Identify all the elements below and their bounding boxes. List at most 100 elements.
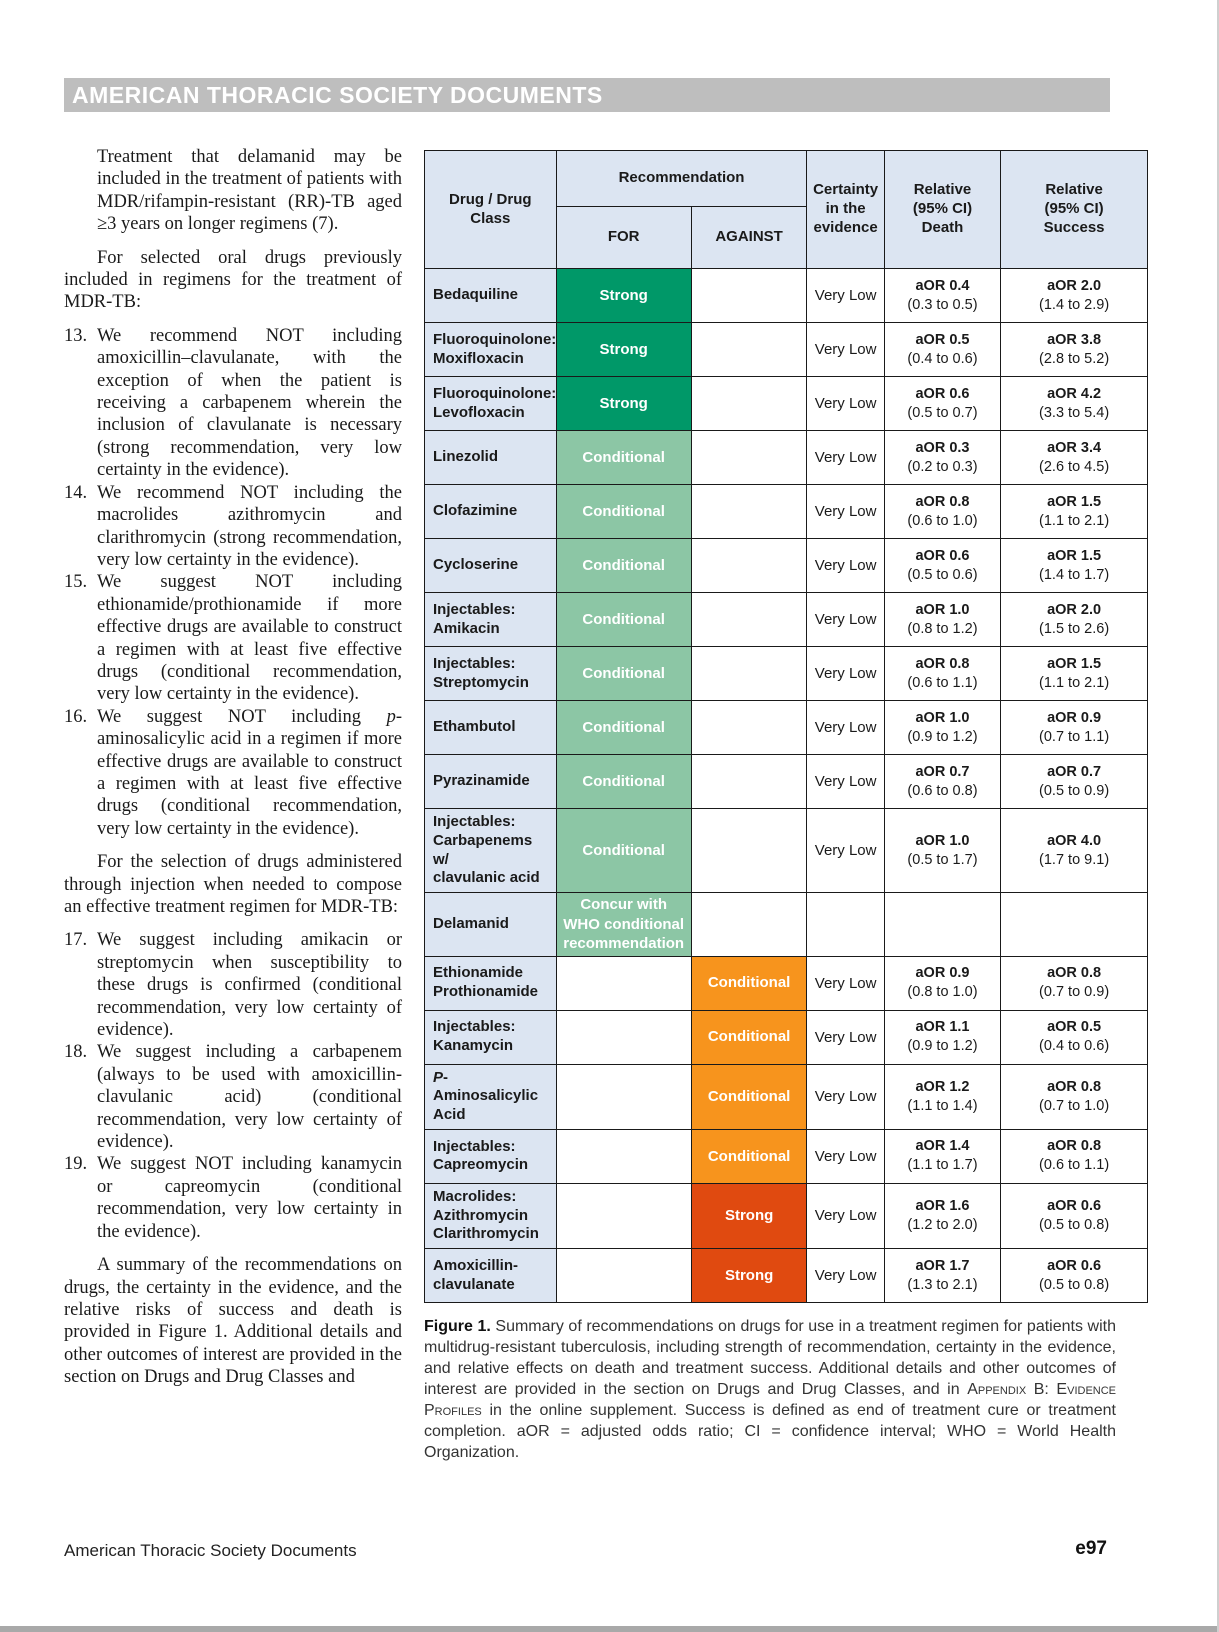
- recommendation-against-cell: [690, 430, 808, 485]
- death-ci: (0.9 to 1.2): [907, 1038, 978, 1054]
- drug-name: Amoxicillin- clavulanate: [424, 1248, 557, 1303]
- death-cell: aOR 1.7 (1.3 to 2.1): [883, 1248, 1002, 1303]
- table-row: Amoxicillin- clavulanate Strong Very Low aO…: [424, 1248, 1148, 1303]
- certainty-cell: Very Low: [806, 268, 885, 323]
- recommendation-against-cell: Strong: [690, 1182, 808, 1250]
- drug-name: Injectables: Capreomycin: [424, 1128, 557, 1184]
- death-aor: aOR 0.8: [915, 493, 970, 510]
- success-cell: aOR 1.5 (1.1 to 2.1): [1000, 484, 1148, 539]
- table-row: Fluoroquinolone: Moxifloxacin Strong Very …: [424, 322, 1148, 377]
- recommendation-for-cell: Conditional: [555, 808, 692, 893]
- success-aor: aOR 3.8: [1047, 331, 1102, 348]
- table-row: Fluoroquinolone: Levofloxacin Strong Very …: [424, 376, 1148, 431]
- death-ci: (0.3 to 0.5): [907, 296, 978, 313]
- table-row: Injectables: Amikacin Conditional Very Low…: [424, 592, 1148, 647]
- list-item: 14. We recommend NOT including the macrol…: [64, 482, 402, 572]
- success-ci: (1.7 to 9.1): [1039, 851, 1110, 868]
- success-cell: aOR 0.6 (0.5 to 0.8): [1000, 1248, 1148, 1303]
- recommendation-for-cell: Conditional: [555, 484, 692, 539]
- caption-segment: in the online supplement. Success is def…: [424, 1402, 1116, 1461]
- success-ci: (0.6 to 1.1): [1039, 1157, 1110, 1174]
- recommendation-for-cell: Strong: [555, 376, 692, 431]
- certainty-cell: Very Low: [806, 592, 885, 647]
- list-item-text: We recommend NOT including amoxicillin–c…: [97, 325, 402, 481]
- table-row: Bedaquiline Strong Very Low aOR 0.4 (0.3 to …: [424, 268, 1148, 323]
- death-ci: (0.6 to 1.0): [907, 512, 978, 529]
- death-cell: aOR 1.0 (0.9 to 1.2): [883, 700, 1002, 755]
- certainty-cell: Very Low: [806, 1248, 885, 1303]
- paragraph: For the selection of drugs administered …: [64, 852, 402, 917]
- death-ci: (0.8 to 1.2): [907, 620, 978, 637]
- figure-table: Drug / Drug Class Recommendation Certain…: [424, 150, 1148, 1303]
- certainty-cell: Very Low: [806, 955, 885, 1011]
- death-aor: aOR 0.7: [915, 763, 970, 780]
- recommendation-for-cell: [555, 1063, 692, 1130]
- col-header-recommendation: Recommendation: [555, 150, 808, 207]
- death-aor: aOR 0.8: [915, 655, 970, 672]
- death-aor: aOR 1.2: [915, 1078, 970, 1095]
- list-item-number: 18.: [64, 1042, 88, 1063]
- list-item: 19. We suggest NOT including kanamycin or…: [64, 1153, 402, 1243]
- drug-name: Clofazimine: [424, 484, 557, 539]
- success-cell: aOR 1.5 (1.4 to 1.7): [1000, 538, 1148, 593]
- drug-name: Fluoroquinolone: Moxifloxacin: [424, 322, 557, 377]
- death-cell: aOR 1.6 (1.2 to 2.0): [883, 1182, 1002, 1250]
- success-aor: aOR 4.2: [1047, 385, 1102, 402]
- death-cell: aOR 1.0 (0.8 to 1.2): [883, 592, 1002, 647]
- death-ci: (1.1 to 1.4): [907, 1097, 978, 1114]
- drug-name: P-Aminosalicylic Acid: [424, 1063, 557, 1130]
- certainty-cell: Very Low: [806, 1063, 885, 1130]
- table-row: P-Aminosalicylic Acid Conditional Very Low…: [424, 1063, 1148, 1130]
- table-row: Injectables: Carbapenems w/ clavulanic a…: [424, 808, 1148, 893]
- list-item-number: 17.: [64, 930, 88, 951]
- table-row: Macrolides: Azithromycin Clarithromycin S…: [424, 1182, 1148, 1250]
- drug-name: Linezolid: [424, 430, 557, 485]
- certainty-cell: Very Low: [806, 322, 885, 377]
- success-ci: (1.4 to 1.7): [1039, 566, 1110, 583]
- success-ci: (0.5 to 0.9): [1039, 782, 1110, 799]
- success-aor: aOR 0.9: [1047, 709, 1102, 726]
- success-cell: aOR 0.9 (0.7 to 1.1): [1000, 700, 1148, 755]
- death-ci: (0.8 to 1.0): [907, 984, 978, 1000]
- success-cell: aOR 1.5 (1.1 to 2.1): [1000, 646, 1148, 701]
- success-cell: [1000, 892, 1148, 957]
- recommendation-against-cell: [690, 892, 808, 957]
- success-cell: aOR 0.6 (0.5 to 0.8): [1000, 1182, 1148, 1250]
- list-item-text: We recommend NOT including the macrolide…: [97, 482, 402, 570]
- drug-name: Delamanid: [424, 892, 557, 957]
- recommendation-against-cell: [690, 592, 808, 647]
- list-item-number: 13.: [64, 325, 88, 346]
- drug-name: Injectables: Carbapenems w/ clavulanic a…: [424, 808, 557, 893]
- death-cell: aOR 0.3 (0.2 to 0.3): [883, 430, 1002, 485]
- certainty-cell: Very Low: [806, 1182, 885, 1250]
- list-item: 13. We recommend NOT including amoxicilli…: [64, 325, 402, 482]
- death-cell: [883, 892, 1002, 957]
- certainty-cell: Very Low: [806, 700, 885, 755]
- recommendation-against-cell: [690, 268, 808, 323]
- table-row: Injectables: Capreomycin Conditional Very …: [424, 1128, 1148, 1184]
- death-cell: aOR 0.8 (0.6 to 1.1): [883, 646, 1002, 701]
- certainty-cell: Very Low: [806, 754, 885, 809]
- recommendation-for-cell: [555, 1009, 692, 1065]
- death-cell: aOR 0.6 (0.5 to 0.6): [883, 538, 1002, 593]
- success-cell: aOR 2.0 (1.5 to 2.6): [1000, 592, 1148, 647]
- success-ci: (1.1 to 2.1): [1039, 512, 1110, 529]
- recommendation-against-cell: Conditional: [690, 1128, 808, 1184]
- recommendation-against-cell: [690, 754, 808, 809]
- success-ci: (2.6 to 4.5): [1039, 458, 1110, 475]
- certainty-cell: Very Low: [806, 376, 885, 431]
- success-ci: (0.5 to 0.8): [1039, 1216, 1110, 1233]
- recommendation-for-cell: Conditional: [555, 700, 692, 755]
- success-ci: (2.8 to 5.2): [1039, 350, 1110, 367]
- death-ci: (1.1 to 1.7): [907, 1157, 978, 1174]
- success-aor: aOR 1.5: [1047, 655, 1102, 672]
- success-ci: (0.4 to 0.6): [1039, 1038, 1110, 1054]
- death-aor: aOR 1.7: [915, 1257, 970, 1274]
- death-ci: (1.2 to 2.0): [907, 1216, 978, 1233]
- death-cell: aOR 0.5 (0.4 to 0.6): [883, 322, 1002, 377]
- drug-name: Ethionamide Prothionamide: [424, 955, 557, 1011]
- success-aor: aOR 1.5: [1047, 493, 1102, 510]
- table-row: Injectables: Streptomycin Conditional Very…: [424, 646, 1148, 701]
- certainty-cell: Very Low: [806, 1009, 885, 1065]
- recommendation-against-cell: [690, 646, 808, 701]
